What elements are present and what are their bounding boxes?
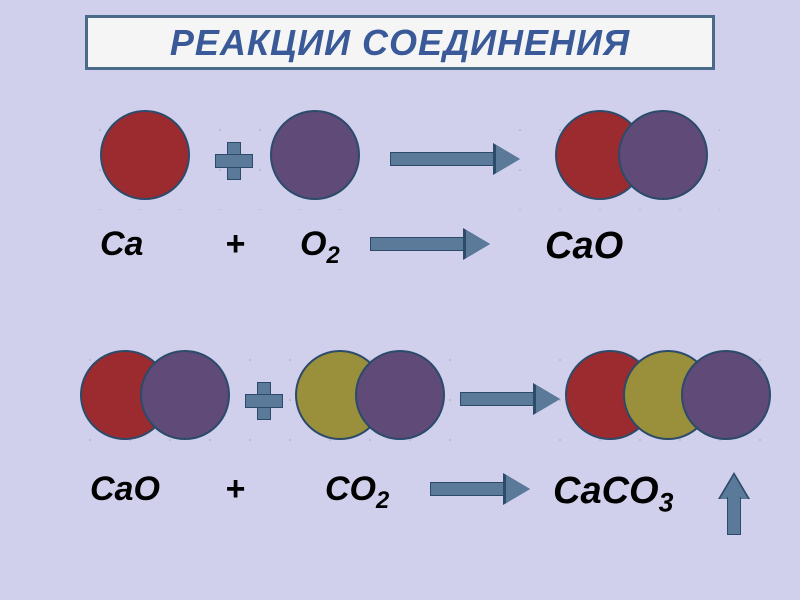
formula-text: CaO [90, 470, 160, 508]
reaction-1: Ca + O2 CaO [0, 100, 800, 270]
formula-sub: 2 [376, 487, 389, 514]
arrow-icon [390, 145, 520, 173]
formula-text: Ca [100, 225, 143, 263]
atom-o [140, 350, 230, 440]
atom-o [270, 110, 360, 200]
formula-o2: O2 [300, 225, 340, 270]
formula-co2: CO2 [325, 470, 389, 515]
formula-sub: 3 [659, 488, 674, 518]
arrow-icon [430, 475, 530, 503]
plus-icon [245, 382, 281, 418]
atom-o [681, 350, 771, 440]
title-text: РЕАКЦИИ СОЕДИНЕНИЯ [170, 22, 630, 64]
formula-text: CaCO [553, 470, 659, 512]
formula-cao: CaO [90, 470, 160, 509]
atom-ca [100, 110, 190, 200]
formula-caco3: CaCO3 [553, 470, 673, 519]
formula-text: CO [325, 470, 376, 508]
arrow-icon [460, 385, 560, 413]
formula-sub: 2 [326, 242, 339, 269]
formula-cao: CaO [545, 225, 623, 268]
plus-text: + [225, 470, 245, 509]
plus-icon [215, 142, 251, 178]
up-arrow-icon [720, 475, 748, 535]
formula-ca: Ca [100, 225, 143, 264]
reaction-2: CaO + CO2 CaCO3 [0, 340, 800, 530]
formula-text: CaO [545, 225, 623, 267]
plus-text: + [225, 225, 245, 264]
title-box: РЕАКЦИИ СОЕДИНЕНИЯ [85, 15, 715, 70]
arrow-icon [370, 230, 490, 258]
atom-o [355, 350, 445, 440]
atom-o [618, 110, 708, 200]
formula-text: O [300, 225, 326, 263]
